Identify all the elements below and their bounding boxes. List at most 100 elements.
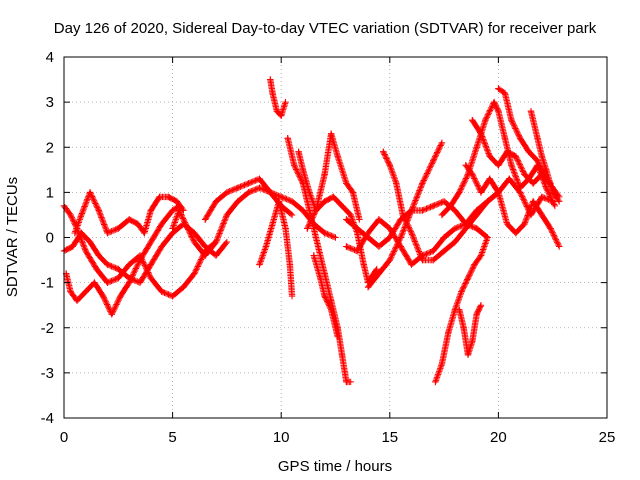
data-point xyxy=(551,202,559,210)
data-point xyxy=(147,238,155,246)
data-point xyxy=(393,180,400,187)
data-point xyxy=(386,234,393,241)
data-point xyxy=(538,193,546,201)
y-tick-label: 0 xyxy=(46,230,54,247)
data-point xyxy=(86,189,94,196)
data-point xyxy=(115,274,122,282)
data-point xyxy=(462,225,470,232)
data-point xyxy=(495,189,502,196)
data-point xyxy=(95,207,102,214)
data-point xyxy=(304,225,311,232)
data-point xyxy=(269,89,276,97)
y-tick-label: -2 xyxy=(41,320,54,337)
data-point xyxy=(245,189,252,196)
data-point xyxy=(158,220,165,228)
data-point xyxy=(386,225,393,232)
data-point xyxy=(169,225,176,232)
y-tick-label: 2 xyxy=(46,139,54,156)
data-point xyxy=(82,247,89,255)
data-point xyxy=(327,130,335,137)
data-point xyxy=(495,107,502,115)
data-point xyxy=(288,198,296,205)
data-point xyxy=(529,198,537,205)
data-point xyxy=(223,238,231,246)
data-point xyxy=(212,252,220,259)
data-point xyxy=(521,171,528,178)
y-tick-label: -1 xyxy=(41,275,54,292)
data-point xyxy=(288,211,296,219)
data-point xyxy=(549,189,556,196)
data-point xyxy=(527,107,535,115)
data-point xyxy=(223,189,231,196)
data-point xyxy=(432,378,439,386)
data-point xyxy=(373,265,380,273)
data-point xyxy=(356,216,363,223)
data-point xyxy=(503,148,511,155)
data-point xyxy=(115,265,122,273)
data-point xyxy=(234,184,241,192)
data-point xyxy=(512,153,519,160)
trace-segment xyxy=(328,306,341,339)
data-point xyxy=(78,211,85,219)
trace-segment xyxy=(275,198,289,231)
chart-title: Day 126 of 2020, Sidereal Day-to-day VTE… xyxy=(54,20,597,37)
data-point xyxy=(212,198,220,205)
data-point xyxy=(477,301,485,309)
data-point xyxy=(380,148,387,155)
data-point xyxy=(169,207,176,214)
data-point xyxy=(267,76,274,83)
data-point xyxy=(419,180,426,187)
data-point xyxy=(299,166,307,174)
data-point xyxy=(256,184,263,192)
data-point xyxy=(223,211,231,219)
data-point xyxy=(278,112,285,119)
data-point xyxy=(408,207,415,214)
data-point xyxy=(321,198,328,205)
data-point xyxy=(256,261,263,268)
data-point xyxy=(299,207,307,214)
data-point xyxy=(158,243,165,250)
data-point xyxy=(256,175,263,183)
data-point xyxy=(332,234,339,241)
data-point xyxy=(508,116,515,124)
satellite-track-3 xyxy=(62,202,183,318)
data-point xyxy=(364,234,372,241)
data-point xyxy=(262,243,270,250)
data-point xyxy=(451,207,459,214)
data-point xyxy=(542,166,550,174)
data-point xyxy=(506,175,513,183)
data-point xyxy=(201,252,209,259)
data-point xyxy=(67,288,74,295)
data-point xyxy=(343,243,350,250)
satellite-track-17 xyxy=(432,234,491,386)
satellite-track-12 xyxy=(310,252,341,340)
data-point xyxy=(282,98,289,106)
data-point xyxy=(115,225,122,232)
y-axis-label: SDTVAR / TECUs xyxy=(4,177,21,297)
data-point xyxy=(482,116,489,124)
data-point xyxy=(69,243,76,250)
data-point xyxy=(165,193,172,201)
data-point xyxy=(508,162,515,169)
data-point xyxy=(321,171,328,178)
data-point xyxy=(330,193,337,201)
trace-segment xyxy=(393,180,406,217)
trace-segment xyxy=(286,261,296,298)
trace-segment xyxy=(262,222,276,250)
data-point xyxy=(438,360,446,368)
data-point xyxy=(212,238,220,246)
satellite-track-10 xyxy=(295,130,363,223)
data-point xyxy=(334,333,341,340)
data-point xyxy=(534,157,541,164)
trace-segment xyxy=(495,108,508,140)
satellite-track-11 xyxy=(304,193,380,286)
data-point xyxy=(408,229,415,237)
data-point xyxy=(516,184,524,192)
data-point xyxy=(354,225,361,232)
data-point xyxy=(291,162,298,169)
y-tick-label: -3 xyxy=(41,365,54,382)
data-point xyxy=(451,238,459,246)
data-point xyxy=(469,116,476,124)
data-point xyxy=(117,292,124,300)
data-point xyxy=(201,243,209,250)
